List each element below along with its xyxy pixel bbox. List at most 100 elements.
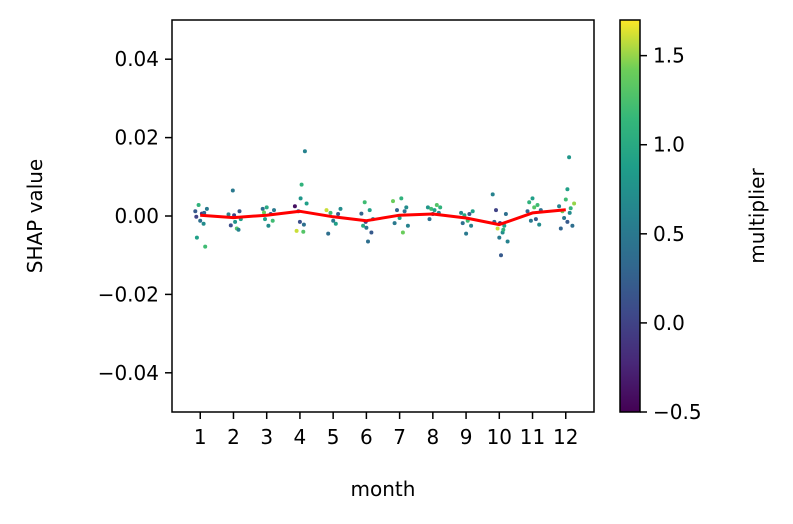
x-axis-ticks: 1 2 3 4 5 6 7 8 9 10 11 12 [194,412,578,449]
scatter-point [490,192,495,197]
x-tick-label: 1 [194,425,207,449]
scatter-point [438,205,443,210]
scatter-point [528,218,533,223]
scatter-point [202,210,207,215]
scatter-point [567,155,572,160]
scatter-point [432,208,437,213]
scatter-point [301,222,306,227]
scatter-point [460,221,465,226]
scatter-point [434,203,439,207]
scatter-point [525,209,530,214]
x-tick-label: 9 [460,425,473,449]
scatter-point [562,216,567,220]
scatter-point [557,204,562,209]
x-tick-label: 2 [227,425,240,449]
scatter-point [194,214,199,219]
colorbar-label: multiplier [745,168,769,264]
scatter-point [501,227,506,232]
scatter-point [302,149,307,154]
y-axis-ticks: −0.04 −0.02 0.00 0.02 0.04 [98,47,172,385]
scatter-point [260,206,265,211]
scatter-point [263,217,267,222]
mean-line [200,208,566,227]
x-tick-label: 6 [360,425,373,449]
scatter-point [294,228,299,233]
scatter-point [262,210,266,215]
scatter-points [193,149,577,258]
scatter-point [464,231,469,236]
scatter-point [404,205,409,210]
scatter-point [568,206,573,211]
scatter-point [193,209,198,214]
scatter-point [399,196,404,201]
x-tick-label: 7 [393,425,406,449]
scatter-point [565,219,570,224]
scatter-point [266,223,271,228]
scatter-point [328,210,333,215]
scatter-point [558,226,563,231]
colorbar-gradient [619,19,641,413]
y-tick-label: 0.02 [114,126,159,150]
scatter-point [331,218,336,223]
scatter-point [425,205,430,210]
mean-line-layer [200,208,566,227]
scatter-point [326,231,331,236]
scatter-point [367,208,372,213]
scatter-point [570,223,575,228]
x-tick-label: 5 [327,425,340,449]
scatter-point [369,230,374,235]
scatter-point [530,196,535,201]
scatter-point [333,221,338,226]
scatter-point [362,200,367,205]
scatter-point [467,212,472,216]
scatter-point [301,229,306,234]
scatter-point [533,217,538,222]
scatter-point [304,201,309,206]
scatter-point [402,209,407,214]
scatter-point [427,217,432,222]
scatter-point [233,219,238,224]
scatter-point [230,188,235,193]
scatter-point [502,223,507,228]
scatter-point [270,218,275,223]
y-tick-label: −0.02 [98,282,159,306]
y-tick-label: 0.04 [114,47,159,71]
scatter-point [535,203,540,207]
scatter-point [228,223,233,228]
scatter-point [470,209,475,214]
x-tick-label: 4 [294,425,307,449]
scatter-point [264,205,269,210]
scatter-point [499,253,503,258]
x-tick-label: 11 [520,425,545,449]
colorbar-tick-label: 1.0 [653,133,685,157]
scatter-point [505,239,510,244]
scatter-point [429,206,434,211]
scatter-point [469,223,474,228]
scatter-point [364,225,369,230]
scatter-point [237,209,242,214]
scatter-point [537,222,542,227]
scatter-point [563,197,568,202]
scatter-point [236,227,241,232]
scatter-point [204,206,209,211]
scatter-point [336,212,341,216]
scatter-point [338,206,343,211]
scatter-point [299,182,304,187]
y-tick-label: −0.04 [98,361,159,385]
colorbar: −0.5 0.0 0.5 1.0 1.5 multiplier [619,19,769,424]
colorbar-tick-label: 0.0 [653,311,685,335]
scatter-point [359,211,364,216]
scatter-point [527,200,532,205]
y-axis-label: SHAP value [23,159,47,273]
scatter-point [196,203,201,207]
scatter-point [395,208,399,213]
scatter-point [400,230,405,235]
scatter-point [572,201,577,206]
scatter-point [297,219,302,224]
y-tick-label: 0.00 [114,204,159,228]
scatter-point [194,235,199,240]
scatter-point [203,244,208,249]
scatter-point [459,210,464,215]
scatter-point [503,212,508,216]
